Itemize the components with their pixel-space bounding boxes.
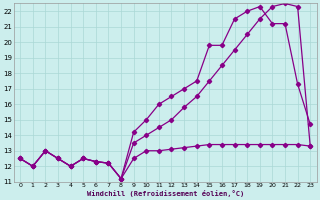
X-axis label: Windchill (Refroidissement éolien,°C): Windchill (Refroidissement éolien,°C) bbox=[87, 190, 244, 197]
